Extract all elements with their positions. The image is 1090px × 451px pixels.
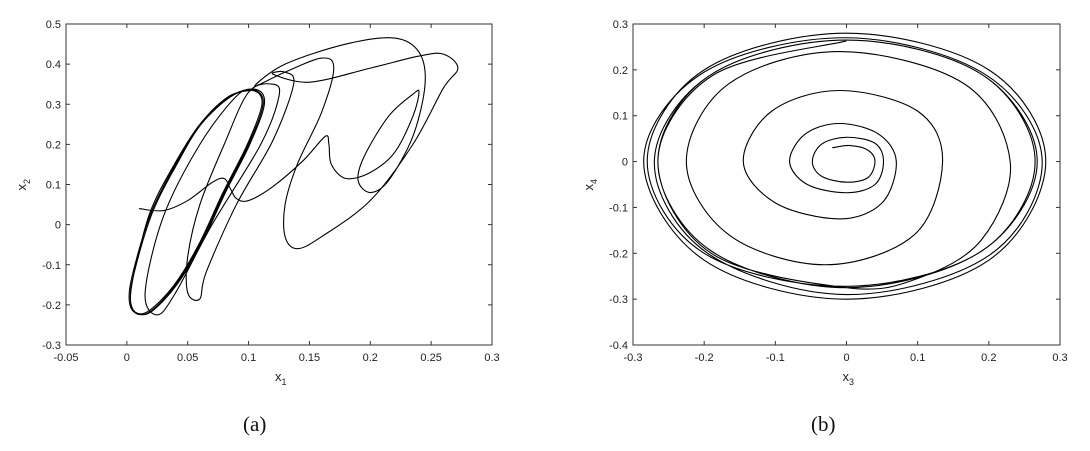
y-tick: -0.4	[609, 340, 1060, 352]
y-axis-label-subscript: 4	[589, 179, 599, 184]
x-tick-label: -0.2	[695, 352, 714, 364]
y-tick-label: -0.4	[609, 340, 628, 352]
y-axis-label-subscript: 2	[22, 179, 32, 184]
x-tick-label: 0.2	[363, 352, 378, 364]
y-tick-label: -0.3	[609, 294, 628, 306]
trajectory-line	[643, 32, 1047, 300]
y-tick: -0.2	[42, 300, 492, 312]
x-tick: 0.25	[420, 24, 442, 364]
y-axis-label: x2	[14, 179, 32, 191]
x-tick-label: 0.05	[177, 352, 198, 364]
x-tick: -0.1	[766, 24, 785, 364]
x-axis-label-subscript: 1	[282, 377, 287, 387]
y-tick: 0.4	[46, 59, 492, 71]
axes-box	[632, 23, 1061, 346]
y-tick: 0	[622, 157, 1060, 169]
x-tick: 0.2	[363, 24, 378, 364]
y-tick: 0.1	[613, 111, 1060, 123]
x-tick: 0	[124, 24, 130, 364]
y-tick-label: -0.3	[42, 340, 61, 352]
y-tick: 0	[55, 220, 492, 232]
chart-a: -0.05 0 0.05 0.1 0.15 0.2 0.25 0.3 -0.3 -0.2 -0.1 0…	[14, 19, 500, 387]
x-tick: 0	[843, 24, 850, 364]
y-tick: 0.3	[613, 19, 1060, 31]
x-tick-label: -0.05	[53, 352, 78, 364]
chart-b: -0.3 -0.2 -0.1 0 0.1 0.2 0.3-0.4-0.3-0.2-0.100…	[581, 19, 1068, 387]
x-tick-label: 0.1	[241, 352, 256, 364]
x-tick-label: 0.2	[981, 352, 996, 364]
x-axis-label: x1	[275, 369, 287, 387]
y-tick-label: 0.5	[46, 19, 61, 31]
x-tick: -0.2	[695, 24, 714, 364]
trajectory-line	[128, 37, 459, 316]
x-tick: 0.1	[910, 24, 925, 364]
x-tick-label: -0.1	[766, 352, 785, 364]
y-tick: 0.2	[613, 65, 1060, 77]
y-tick-label: -0.2	[42, 300, 61, 312]
x-tick-label: 0.15	[299, 352, 320, 364]
y-tick-label: 0	[622, 157, 628, 169]
x-tick-label: -0.3	[624, 352, 643, 364]
y-tick-label: -0.2	[609, 248, 628, 260]
x-tick-label: 0.1	[910, 352, 925, 364]
x-tick-label: 0.3	[1052, 352, 1067, 364]
y-tick: -0.3	[42, 340, 492, 352]
x-tick: 0.3	[484, 24, 500, 364]
y-tick: -0.1	[42, 260, 492, 272]
y-tick: 0.5	[46, 19, 492, 31]
x-tick-label: 0	[843, 352, 849, 364]
y-tick: 0.2	[46, 139, 492, 151]
x-tick: 0.3	[1052, 24, 1068, 364]
y-tick-label: -0.1	[609, 202, 628, 214]
y-tick: 0.1	[46, 180, 492, 192]
y-tick-label: 0.3	[46, 99, 61, 111]
x-tick: 0.1	[241, 24, 256, 364]
y-tick-label: 0.2	[613, 65, 628, 77]
y-tick: 0.3	[46, 99, 492, 111]
x-tick: 0.15	[299, 24, 320, 364]
y-tick-label: -0.1	[42, 260, 61, 272]
x-tick-label: 0.25	[420, 352, 441, 364]
caption-b: (b)	[811, 412, 836, 436]
y-tick-label: 0	[55, 220, 61, 232]
y-tick: -0.1	[609, 202, 1060, 214]
caption-a: (a)	[243, 412, 267, 436]
y-axis-label: x4	[581, 179, 599, 191]
x-tick: 0.05	[177, 24, 198, 364]
y-tick-label: 0.4	[46, 59, 61, 71]
y-tick-label: 0.1	[46, 180, 61, 192]
y-tick-label: 0.1	[613, 111, 628, 123]
x-tick-label: 0.3	[484, 352, 499, 364]
y-tick-label: 0.2	[46, 139, 61, 151]
y-tick: -0.3	[609, 294, 1060, 306]
x-axis-label-subscript: 3	[849, 377, 854, 387]
x-tick: -0.05	[53, 24, 79, 364]
x-tick-label: 0	[124, 352, 130, 364]
x-tick: -0.3	[624, 24, 643, 364]
x-tick: 0.2	[981, 24, 996, 364]
x-axis-label: x3	[843, 369, 855, 387]
y-tick-label: 0.3	[613, 19, 628, 31]
y-tick: -0.2	[609, 248, 1060, 260]
